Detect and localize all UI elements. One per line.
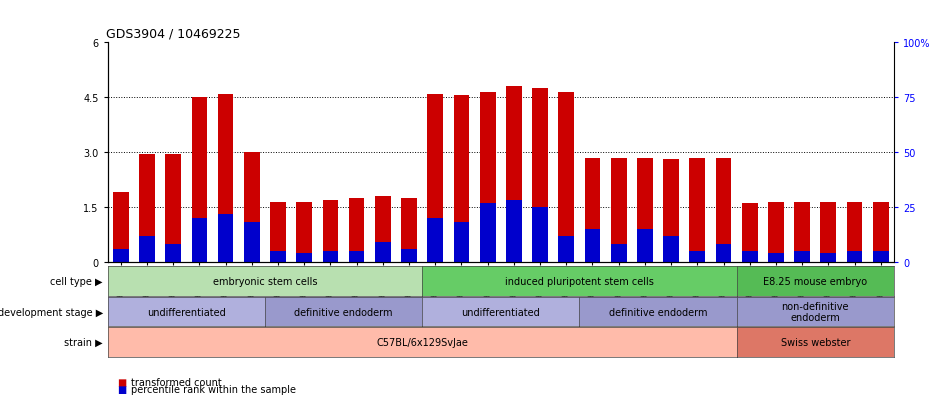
Bar (271, 202, 285, 262)
Bar (795, 251, 810, 262)
Bar (139, 236, 154, 262)
Bar (297, 202, 312, 262)
Bar (454, 96, 469, 262)
Bar (375, 197, 390, 262)
Bar (349, 198, 364, 262)
Bar (559, 236, 574, 262)
Bar (585, 158, 600, 262)
Bar (637, 230, 652, 262)
Text: non-definitive
endoderm: non-definitive endoderm (782, 301, 849, 323)
Bar (768, 202, 783, 262)
Bar (139, 154, 154, 262)
Bar (742, 251, 757, 262)
Text: transformed count: transformed count (131, 377, 222, 387)
Bar (244, 153, 259, 262)
Bar (506, 87, 521, 262)
Bar (664, 160, 679, 262)
Text: ■: ■ (117, 377, 126, 387)
Bar (847, 251, 862, 262)
Text: GDS3904 / 10469225: GDS3904 / 10469225 (106, 28, 241, 41)
Bar (768, 254, 783, 262)
Bar (716, 158, 731, 262)
Bar (559, 93, 574, 262)
Bar (166, 245, 181, 262)
Bar (821, 202, 836, 262)
Text: embryonic stem cells: embryonic stem cells (212, 276, 317, 286)
Bar (454, 223, 469, 262)
Bar (323, 200, 338, 262)
Bar (402, 249, 417, 262)
Text: undifferentiated: undifferentiated (461, 307, 540, 317)
Bar (349, 251, 364, 262)
Bar (533, 207, 548, 262)
Bar (218, 95, 233, 262)
Bar (611, 245, 626, 262)
Bar (218, 214, 233, 262)
Bar (873, 251, 888, 262)
Bar (192, 98, 207, 262)
Text: C57BL/6x129SvJae: C57BL/6x129SvJae (376, 337, 468, 347)
Bar (847, 202, 862, 262)
Bar (402, 198, 417, 262)
Text: strain ▶: strain ▶ (65, 337, 103, 347)
Bar (716, 245, 731, 262)
Bar (428, 95, 443, 262)
Bar (637, 158, 652, 262)
Bar (271, 251, 285, 262)
Bar (506, 201, 521, 262)
Bar (480, 203, 495, 262)
Bar (533, 89, 548, 262)
Bar (690, 158, 705, 262)
Bar (742, 204, 757, 262)
Text: induced pluripotent stem cells: induced pluripotent stem cells (505, 276, 654, 286)
Bar (297, 254, 312, 262)
Bar (795, 202, 810, 262)
Bar (664, 236, 679, 262)
Bar (821, 254, 836, 262)
Bar (113, 193, 128, 262)
Bar (480, 93, 495, 262)
Text: Swiss webster: Swiss webster (781, 337, 850, 347)
Bar (166, 154, 181, 262)
Text: definitive endoderm: definitive endoderm (608, 307, 708, 317)
Bar (192, 218, 207, 262)
Text: percentile rank within the sample: percentile rank within the sample (131, 384, 296, 394)
Bar (323, 251, 338, 262)
Text: ■: ■ (117, 384, 126, 394)
Bar (244, 223, 259, 262)
Bar (611, 158, 626, 262)
Text: undifferentiated: undifferentiated (147, 307, 226, 317)
Text: definitive endoderm: definitive endoderm (294, 307, 393, 317)
Text: cell type ▶: cell type ▶ (51, 276, 103, 286)
Bar (375, 242, 390, 262)
Text: development stage ▶: development stage ▶ (0, 307, 103, 317)
Bar (690, 251, 705, 262)
Bar (873, 202, 888, 262)
Bar (428, 218, 443, 262)
Text: E8.25 mouse embryo: E8.25 mouse embryo (763, 276, 868, 286)
Bar (585, 230, 600, 262)
Bar (113, 249, 128, 262)
